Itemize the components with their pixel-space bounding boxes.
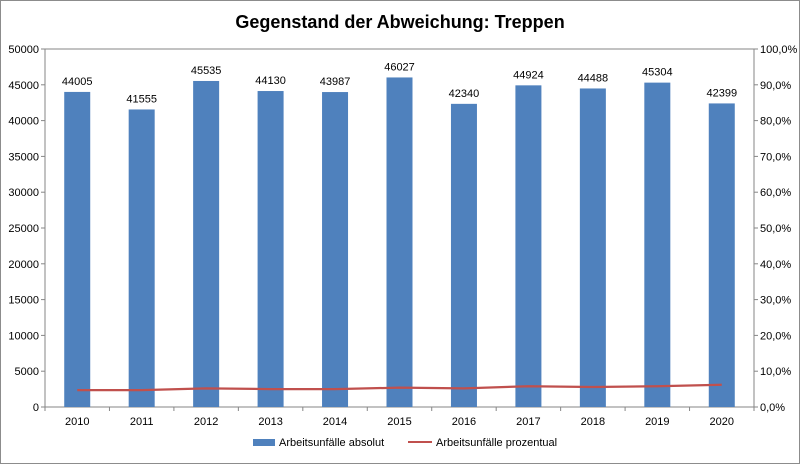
bar-data-label: 43987 [320, 76, 351, 88]
y-left-tick-label: 5000 [15, 366, 39, 378]
x-tick-label: 2016 [452, 416, 476, 428]
legend: Arbeitsunfälle absolut Arbeitsunfälle pr… [253, 437, 557, 449]
y-left-tick-label: 40000 [8, 116, 39, 128]
legend-swatch-absolut [253, 439, 275, 446]
bar [450, 103, 477, 408]
y-right-tick-label: 50,0% [760, 223, 791, 235]
bar [193, 80, 220, 408]
y-left-tick-label: 15000 [8, 295, 39, 307]
bar-data-label: 44488 [578, 72, 609, 84]
bar [128, 109, 155, 408]
y-left-tick-label: 35000 [8, 151, 39, 163]
x-tick-label: 2013 [258, 416, 282, 428]
series-line-prozentual [77, 383, 722, 392]
y-right-tick-label: 0,0% [760, 402, 785, 414]
y-left-tick-label: 0 [33, 402, 39, 414]
y-left-tick-label: 10000 [8, 330, 39, 342]
legend-label-absolut: Arbeitsunfälle absolut [279, 437, 384, 449]
plot-area: 0 5000 10000 15000 20000 25000 30000 35000 40000… [8, 44, 797, 428]
y-right-tick-label: 40,0% [760, 259, 791, 271]
bar-data-label: 44924 [513, 69, 544, 81]
y-right-tick-label: 80,0% [760, 116, 791, 128]
bar-data-label: 44005 [62, 76, 93, 88]
y-right-tick-label: 70,0% [760, 151, 791, 163]
x-tick-label: 2014 [323, 416, 347, 428]
bar-data-label: 45535 [191, 65, 222, 77]
bar-data-label: 41555 [126, 93, 157, 105]
y-right-tick-label: 60,0% [760, 187, 791, 199]
x-tick-label: 2011 [130, 416, 154, 428]
bar [708, 103, 735, 407]
bar-data-label: 42399 [706, 87, 737, 99]
y-left-tick-label: 45000 [8, 80, 39, 92]
x-tick-label: 2010 [65, 416, 89, 428]
y-right-tick-label: 90,0% [760, 80, 791, 92]
y-left-tick-label: 25000 [8, 223, 39, 235]
bar-data-label: 46027 [384, 61, 415, 73]
bar [257, 91, 284, 407]
x-tick-label: 2017 [516, 416, 540, 428]
y-right-tick-label: 20,0% [760, 330, 791, 342]
chart-title: Gegenstand der Abweichung: Treppen [235, 12, 564, 32]
y-right-tick-label: 30,0% [760, 295, 791, 307]
bar [579, 88, 606, 408]
x-tick-label: 2019 [645, 416, 669, 428]
x-tick-label: 2015 [387, 416, 411, 428]
bar-data-label: 44130 [255, 75, 286, 87]
bar [386, 77, 413, 407]
y-left-tick-label: 20000 [8, 259, 39, 271]
x-tick-label: 2018 [581, 416, 605, 428]
bar-data-label: 45304 [642, 67, 673, 79]
bar [64, 91, 91, 408]
legend-label-prozentual: Arbeitsunfälle prozentual [436, 437, 557, 449]
x-tick-label: 2012 [194, 416, 218, 428]
y-left-tick-label: 50000 [8, 44, 39, 56]
y-right-tick-label: 10,0% [760, 366, 791, 378]
y-left-tick-label: 30000 [8, 187, 39, 199]
y-right-tick-label: 100,0% [760, 44, 798, 56]
x-tick-label: 2020 [710, 416, 734, 428]
bar-data-label: 42340 [449, 88, 480, 100]
bar [515, 85, 542, 407]
bar [644, 82, 671, 408]
bar [322, 92, 349, 408]
